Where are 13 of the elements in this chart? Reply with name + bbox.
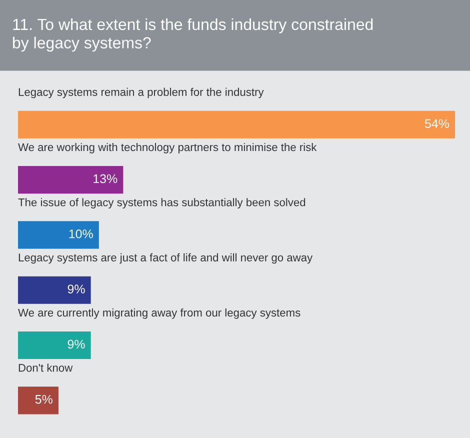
data-label: 9% [68,284,85,294]
y-tick-label: We are working with technology partners to minimise the risk [18,142,317,154]
data-label: 54% [424,119,449,128]
y-tick-label: We are currently migrating away from our legacy systems [18,308,300,319]
chart-title: 11. To what extent is the funds industry constrained by legacy systems? [13,18,373,52]
data-label: 13% [94,174,118,184]
data-label: 9% [68,340,85,349]
y-tick-label: Don't know [18,364,73,372]
data-label: 10% [69,229,93,238]
y-tick-label: Legacy systems remain a problem for the industry [18,88,264,98]
y-tick-label: Legacy systems are just a fact of life and will never go away [18,253,313,264]
data-label: 5% [35,394,52,404]
y-tick-label: The issue of legacy systems has substantially been solved [18,198,306,208]
